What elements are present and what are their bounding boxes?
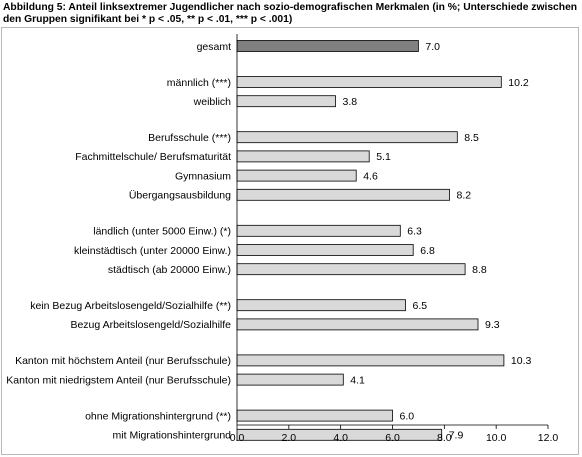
x-tick-label-5: 10.0	[486, 432, 507, 444]
value-label-8: 6.8	[420, 245, 435, 257]
value-label-6: 8.2	[457, 190, 472, 202]
value-label-3: 8.5	[464, 132, 479, 144]
bar-9	[236, 263, 466, 276]
value-label-4: 5.1	[376, 151, 391, 163]
value-label-11: 9.3	[485, 319, 500, 331]
value-label-5: 4.6	[363, 170, 378, 182]
category-label-8: kleinstädtisch (unter 20000 Einw.)	[74, 245, 231, 257]
category-label-15: mit Migrationshintergrund	[113, 430, 232, 442]
category-label-6: Übergangsausbildung	[129, 190, 231, 202]
x-tick-label-1: 2.0	[282, 432, 297, 444]
x-tick-label-6: 12.0	[538, 432, 559, 444]
value-label-15: 7.9	[449, 430, 464, 442]
caption-line-1: Abbildung 5: Anteil linksextremer Jugend…	[3, 2, 578, 13]
category-label-2: weiblich	[193, 96, 232, 108]
category-label-0: gesamt	[197, 41, 232, 53]
bar-13	[236, 373, 344, 386]
category-label-14: ohne Migrationshintergrund (**)	[85, 410, 231, 422]
bar-1	[236, 76, 502, 88]
bar-2	[236, 95, 336, 108]
bar-7	[236, 224, 401, 237]
bar-8	[236, 244, 414, 256]
value-label-7: 6.3	[407, 226, 422, 238]
x-tick-label-2: 4.0	[333, 432, 348, 444]
caption-line-2: den Gruppen signifikant bei * p < .05, *…	[3, 13, 293, 25]
category-label-9: städtisch (ab 20000 Einw.)	[108, 264, 231, 276]
figure-caption: Abbildung 5: Anteil linksextremer Jugend…	[3, 2, 579, 25]
bar-11	[236, 318, 479, 331]
bar-12	[236, 354, 505, 367]
x-tick-label-4: 8.0	[437, 432, 452, 444]
bar-6	[236, 188, 450, 201]
category-label-13: Kanton mit niedrigstem Anteil (nur Beruf…	[6, 374, 231, 386]
category-label-3: Berufsschule (***)	[148, 132, 231, 144]
value-label-2: 3.8	[343, 96, 358, 108]
bar-14	[236, 409, 393, 422]
value-label-10: 6.5	[413, 300, 428, 312]
bar-5	[236, 169, 357, 182]
bar-10	[236, 299, 406, 312]
bar-4	[236, 150, 370, 163]
category-label-4: Fachmittelschule/ Berufsmaturität	[75, 151, 231, 163]
category-label-12: Kanton mit höchstem Anteil (nur Berufssc…	[15, 355, 231, 367]
x-tick-label-0: 0.0	[230, 432, 245, 444]
category-label-1: männlich (***)	[167, 77, 231, 89]
value-label-0: 7.0	[425, 41, 440, 53]
category-label-5: Gymnasium	[175, 170, 231, 182]
value-label-14: 6.0	[400, 410, 415, 422]
bar-15	[236, 428, 443, 441]
bar-0	[236, 40, 419, 52]
chart-frame	[1, 27, 579, 455]
x-tick-label-3: 6.0	[385, 432, 400, 444]
category-label-10: kein Bezug Arbeitslosengeld/Sozialhilfe …	[30, 300, 231, 312]
value-label-1: 10.2	[508, 77, 529, 89]
value-label-9: 8.8	[472, 264, 487, 276]
value-label-12: 10.3	[511, 355, 532, 367]
category-label-7: ländlich (unter 5000 Einw.) (*)	[93, 226, 231, 238]
category-label-11: Bezug Arbeitslosengeld/Sozialhilfe	[70, 319, 231, 331]
bar-3	[236, 131, 458, 144]
value-label-13: 4.1	[350, 374, 365, 386]
